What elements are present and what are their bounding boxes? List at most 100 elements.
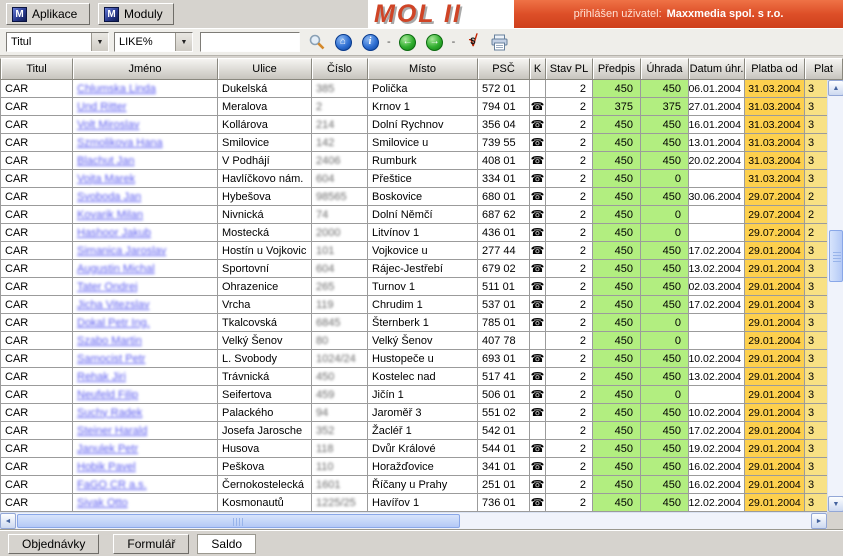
cell-jmeno-link[interactable]: Tater Ondrej xyxy=(73,278,218,296)
home-icon[interactable]: ⌂ xyxy=(332,31,354,53)
cell-jmeno-link[interactable]: Szmolikova Hana xyxy=(73,134,218,152)
column-header-k[interactable]: K xyxy=(530,58,546,80)
moduly-button[interactable]: M Moduly xyxy=(98,3,174,25)
column-header-misto[interactable]: Místo xyxy=(368,58,478,80)
cell-jmeno-link[interactable]: Kovarik Milan xyxy=(73,206,218,224)
blurred-name-link[interactable]: Hobik Pavel xyxy=(77,460,136,473)
scroll-left-icon[interactable]: ◄ xyxy=(0,513,16,529)
cell-jmeno-link[interactable]: Rehak Jiri xyxy=(73,368,218,386)
blurred-name-link[interactable]: FaGO CR a.s. xyxy=(77,478,147,491)
cell-jmeno-link[interactable]: Augustin Michal xyxy=(73,260,218,278)
table-row[interactable]: CAR Und Ritter Meralova 2 Krnov 1 794 01… xyxy=(0,98,843,116)
cell-jmeno-link[interactable]: Simanica Jaroslav xyxy=(73,242,218,260)
table-row[interactable]: CAR Dokal Petr Ing. Tkalcovská 6845 Šter… xyxy=(0,314,843,332)
search-input[interactable] xyxy=(200,32,300,52)
print-icon[interactable] xyxy=(488,31,510,53)
blurred-name-link[interactable]: Und Ritter xyxy=(77,100,127,113)
blurred-name-link[interactable]: Janulek Petr xyxy=(77,442,139,455)
table-row[interactable]: CAR Rehak Jiri Trávnická 450 Kostelec na… xyxy=(0,368,843,386)
info-icon[interactable]: i xyxy=(359,31,381,53)
vertical-scrollbar[interactable]: ▲ ▼ xyxy=(827,80,843,512)
column-header-psc[interactable]: PSČ xyxy=(478,58,530,80)
tab-objednavky[interactable]: Objednávky xyxy=(8,533,100,554)
column-header-cislo[interactable]: Číslo xyxy=(312,58,368,80)
cell-jmeno-link[interactable]: Suchy Radek xyxy=(73,404,218,422)
cell-jmeno-link[interactable]: Chlumska Linda xyxy=(73,80,218,98)
scroll-down-icon[interactable]: ▼ xyxy=(828,496,843,512)
table-row[interactable]: CAR Vojta Marek Havlíčkovo nám. 604 Přeš… xyxy=(0,170,843,188)
blurred-name-link[interactable]: Volt Miroslav xyxy=(77,118,140,131)
scroll-right-icon[interactable]: ► xyxy=(811,513,827,529)
table-row[interactable]: CAR Augustin Michal Sportovní 604 Rájec-… xyxy=(0,260,843,278)
column-header-platba-od[interactable]: Platba od xyxy=(745,58,805,80)
cell-jmeno-link[interactable]: Jicha Vitezslav xyxy=(73,296,218,314)
blurred-name-link[interactable]: Samocist Petr xyxy=(77,352,146,365)
blurred-name-link[interactable]: Rehak Jiri xyxy=(77,370,126,383)
blurred-name-link[interactable]: Tater Ondrej xyxy=(77,280,138,293)
cell-jmeno-link[interactable]: Blachut Jan xyxy=(73,152,218,170)
blurred-name-link[interactable]: Szmolikova Hana xyxy=(77,136,163,149)
column-header-datum-uhr[interactable]: Datum úhr. xyxy=(689,58,745,80)
operator-selector-combobox[interactable]: LIKE% ▼ xyxy=(114,32,193,52)
table-row[interactable]: CAR Hashoor Jakub Mostecká 2000 Litvínov… xyxy=(0,224,843,242)
cell-jmeno-link[interactable]: Neufeld Filip xyxy=(73,386,218,404)
field-selector-combobox[interactable]: Titul ▼ xyxy=(6,32,109,52)
column-header-ulice[interactable]: Ulice xyxy=(218,58,312,80)
blurred-name-link[interactable]: Simanica Jaroslav xyxy=(77,244,167,257)
blurred-name-link[interactable]: Blachut Jan xyxy=(77,154,135,167)
blurred-name-link[interactable]: Suchy Radek xyxy=(77,406,143,419)
table-row[interactable]: CAR Steiner Harald Josefa Jarosche 352 Ž… xyxy=(0,422,843,440)
blurred-name-link[interactable]: Kovarik Milan xyxy=(77,208,144,221)
blurred-name-link[interactable]: Steiner Harald xyxy=(77,424,148,437)
table-row[interactable]: CAR Tater Ondrej Ohrazenice 265 Turnov 1… xyxy=(0,278,843,296)
table-row[interactable]: CAR FaGO CR a.s. Černokostelecká 1601 Ří… xyxy=(0,476,843,494)
cell-jmeno-link[interactable]: Vojta Marek xyxy=(73,170,218,188)
table-row[interactable]: CAR Sivak Otto Kosmonautů 1225/25 Havířo… xyxy=(0,494,843,512)
column-header-predpis[interactable]: Předpis xyxy=(593,58,641,80)
cell-jmeno-link[interactable]: Samocist Petr xyxy=(73,350,218,368)
table-row[interactable]: CAR Volt Miroslav Kollárova 214 Dolní Ry… xyxy=(0,116,843,134)
cell-jmeno-link[interactable]: Dokal Petr Ing. xyxy=(73,314,218,332)
blurred-name-link[interactable]: Szabo Martin xyxy=(77,334,142,347)
aplikace-button[interactable]: M Aplikace xyxy=(6,3,90,25)
scroll-up-icon[interactable]: ▲ xyxy=(828,80,843,96)
table-row[interactable]: CAR Janulek Petr Husova 118 Dvůr Králové… xyxy=(0,440,843,458)
column-header-jmeno[interactable]: Jméno xyxy=(73,58,218,80)
blurred-name-link[interactable]: Jicha Vitezslav xyxy=(77,298,150,311)
tab-saldo[interactable]: Saldo xyxy=(197,533,257,554)
cell-jmeno-link[interactable]: Volt Miroslav xyxy=(73,116,218,134)
blurred-name-link[interactable]: Svoboda Jan xyxy=(77,190,142,203)
column-header-stav-pl[interactable]: Stav PL xyxy=(546,58,593,80)
table-row[interactable]: CAR Hobik Pavel Peškova 110 Horažďovice … xyxy=(0,458,843,476)
table-row[interactable]: CAR Samocist Petr L. Svobody 1024/24 Hus… xyxy=(0,350,843,368)
chevron-down-icon[interactable]: ▼ xyxy=(175,33,192,51)
horizontal-scrollbar[interactable]: ◄ ► xyxy=(0,512,827,529)
table-row[interactable]: CAR Simanica Jaroslav Hostín u Vojkovic … xyxy=(0,242,843,260)
table-row[interactable]: CAR Neufeld Filip Seifertova 459 Jičín 1… xyxy=(0,386,843,404)
cell-jmeno-link[interactable]: Hobik Pavel xyxy=(73,458,218,476)
cell-jmeno-link[interactable]: Und Ritter xyxy=(73,98,218,116)
table-row[interactable]: CAR Kovarik Milan Nivnická 74 Dolní Němč… xyxy=(0,206,843,224)
search-icon[interactable] xyxy=(305,31,327,53)
blurred-name-link[interactable]: Vojta Marek xyxy=(77,172,136,185)
column-header-uhrada[interactable]: Úhrada xyxy=(641,58,689,80)
blurred-name-link[interactable]: Chlumska Linda xyxy=(77,82,156,95)
back-icon[interactable]: ← xyxy=(397,31,419,53)
table-row[interactable]: CAR Svoboda Jan Hybešova 98565 Boskovice… xyxy=(0,188,843,206)
blurred-name-link[interactable]: Dokal Petr Ing. xyxy=(77,316,150,329)
cell-jmeno-link[interactable]: Sivak Otto xyxy=(73,494,218,512)
blurred-name-link[interactable]: Augustin Michal xyxy=(77,262,155,275)
cell-jmeno-link[interactable]: Steiner Harald xyxy=(73,422,218,440)
blurred-name-link[interactable]: Sivak Otto xyxy=(77,496,128,509)
column-header-platba-do[interactable]: Plat xyxy=(805,58,843,80)
chevron-down-icon[interactable]: ▼ xyxy=(91,33,108,51)
cell-jmeno-link[interactable]: Hashoor Jakub xyxy=(73,224,218,242)
vertical-scrollbar-thumb[interactable] xyxy=(829,230,843,282)
table-row[interactable]: CAR Szabo Martin Velký Šenov 80 Velký Še… xyxy=(0,332,843,350)
cell-jmeno-link[interactable]: Svoboda Jan xyxy=(73,188,218,206)
tab-formular[interactable]: Formulář xyxy=(113,533,190,554)
table-row[interactable]: CAR Suchy Radek Palackého 94 Jaroměř 3 5… xyxy=(0,404,843,422)
cell-jmeno-link[interactable]: Szabo Martin xyxy=(73,332,218,350)
cell-jmeno-link[interactable]: FaGO CR a.s. xyxy=(73,476,218,494)
calculate-sum-icon[interactable]: √ $ xyxy=(467,33,477,50)
